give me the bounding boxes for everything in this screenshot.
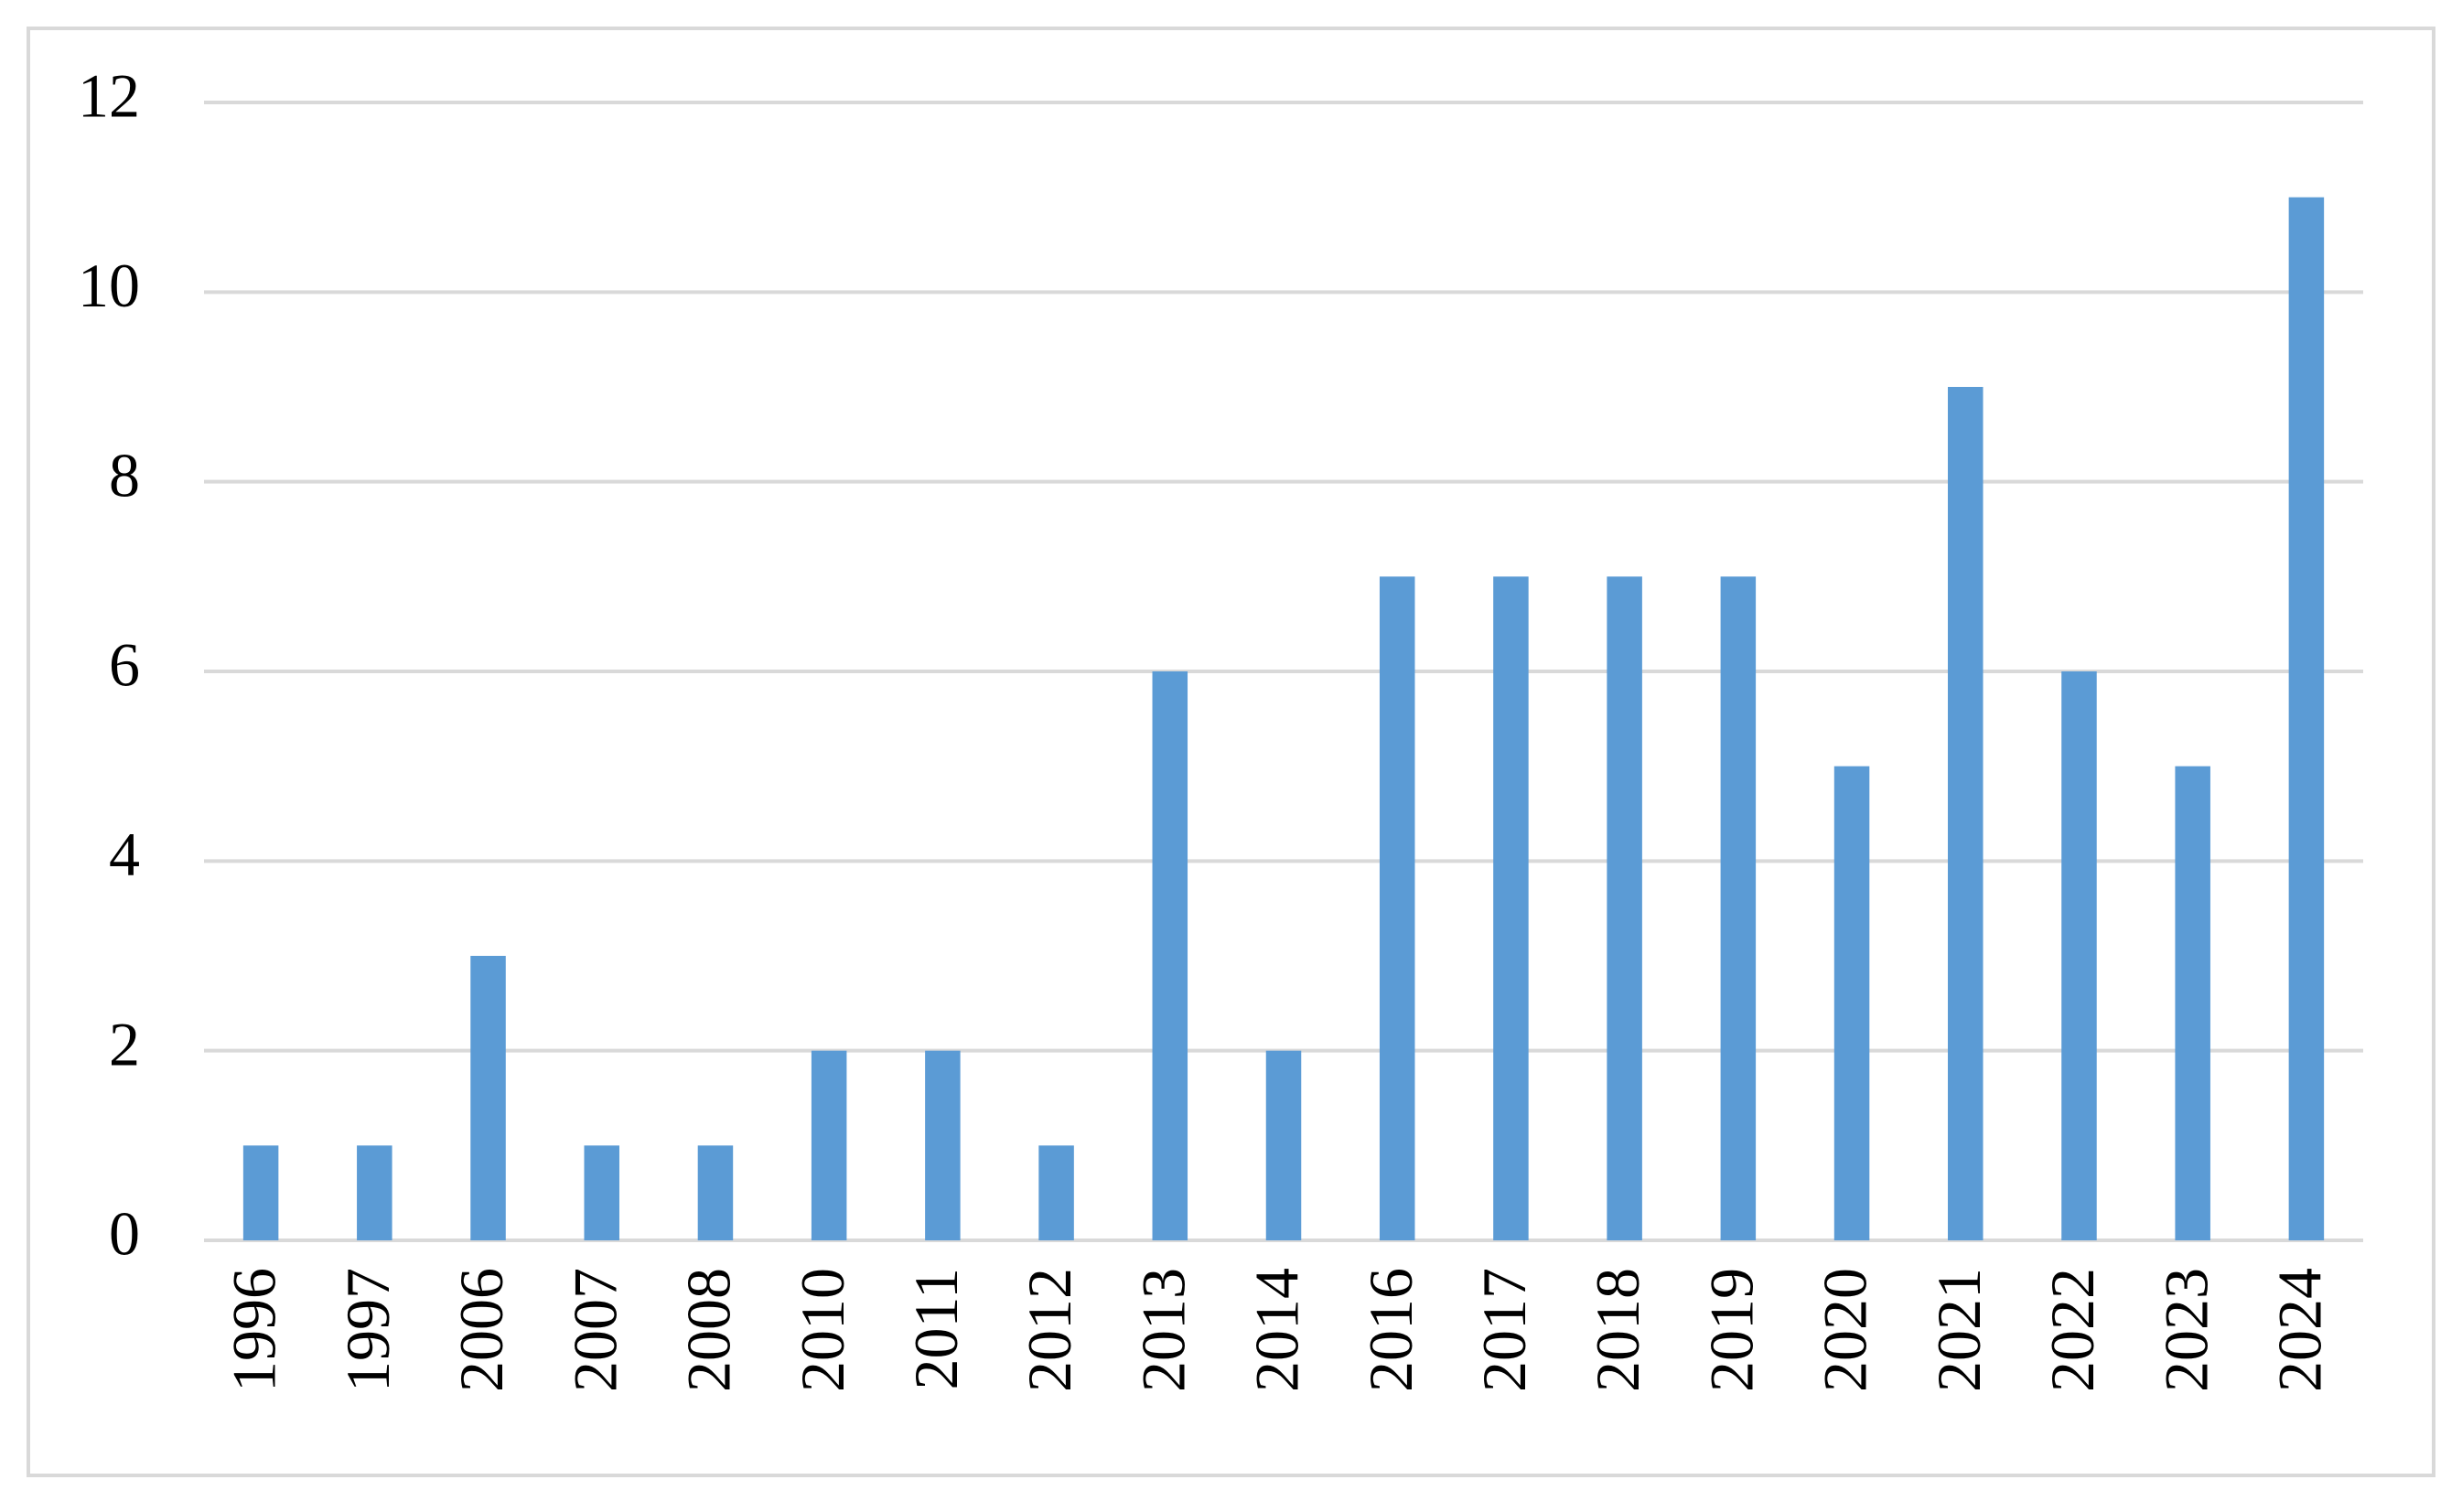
bar [1379, 576, 1415, 1240]
bar [1493, 576, 1529, 1240]
x-tick-label: 2016 [1356, 1268, 1425, 1392]
x-tick-label: 2024 [2265, 1268, 2335, 1392]
x-tick-label: 2010 [788, 1268, 857, 1392]
x-tick-label: 2008 [674, 1268, 744, 1392]
y-tick-label: 10 [78, 251, 140, 320]
bar [2061, 671, 2097, 1240]
bar [2175, 766, 2210, 1240]
bar [357, 1145, 392, 1240]
bar [811, 1050, 847, 1240]
chart-border [27, 27, 2435, 1477]
bar [1720, 576, 1757, 1240]
bar [697, 1145, 734, 1240]
x-tick-label: 2011 [901, 1268, 971, 1389]
x-tick-label: 2013 [1128, 1268, 1198, 1392]
y-tick-label: 4 [109, 820, 140, 889]
bar [925, 1050, 961, 1240]
x-tick-label: 2019 [1696, 1268, 1766, 1392]
bar [242, 1145, 279, 1240]
x-tick-label: 2006 [446, 1268, 516, 1392]
x-tick-label: 2022 [2037, 1268, 2107, 1392]
x-tick-label: 1996 [220, 1268, 289, 1392]
x-tick-label: 2020 [1811, 1268, 1880, 1392]
y-tick-label: 0 [109, 1199, 140, 1269]
y-tick-label: 2 [109, 1009, 140, 1078]
bar [1948, 387, 1984, 1240]
x-tick-label: 2018 [1583, 1268, 1652, 1392]
x-tick-label: 2021 [1924, 1268, 1994, 1392]
y-tick-label: 6 [109, 630, 140, 700]
bar [2288, 197, 2325, 1241]
bar [1265, 1050, 1302, 1240]
x-tick-label: 2023 [2151, 1268, 2220, 1392]
x-tick-label: 2012 [1015, 1268, 1084, 1392]
x-tick-label: 2007 [560, 1268, 629, 1392]
x-tick-label: 2014 [1242, 1268, 1312, 1392]
bar [470, 956, 506, 1240]
bar [1607, 576, 1642, 1240]
x-tick-label: 2017 [1469, 1268, 1539, 1392]
y-tick-label: 8 [109, 440, 140, 509]
bar [584, 1145, 619, 1240]
bar [1038, 1145, 1074, 1240]
bar [1833, 766, 1870, 1240]
y-tick-label: 12 [78, 61, 140, 131]
bar [1152, 671, 1188, 1240]
x-tick-label: 1997 [333, 1268, 403, 1392]
